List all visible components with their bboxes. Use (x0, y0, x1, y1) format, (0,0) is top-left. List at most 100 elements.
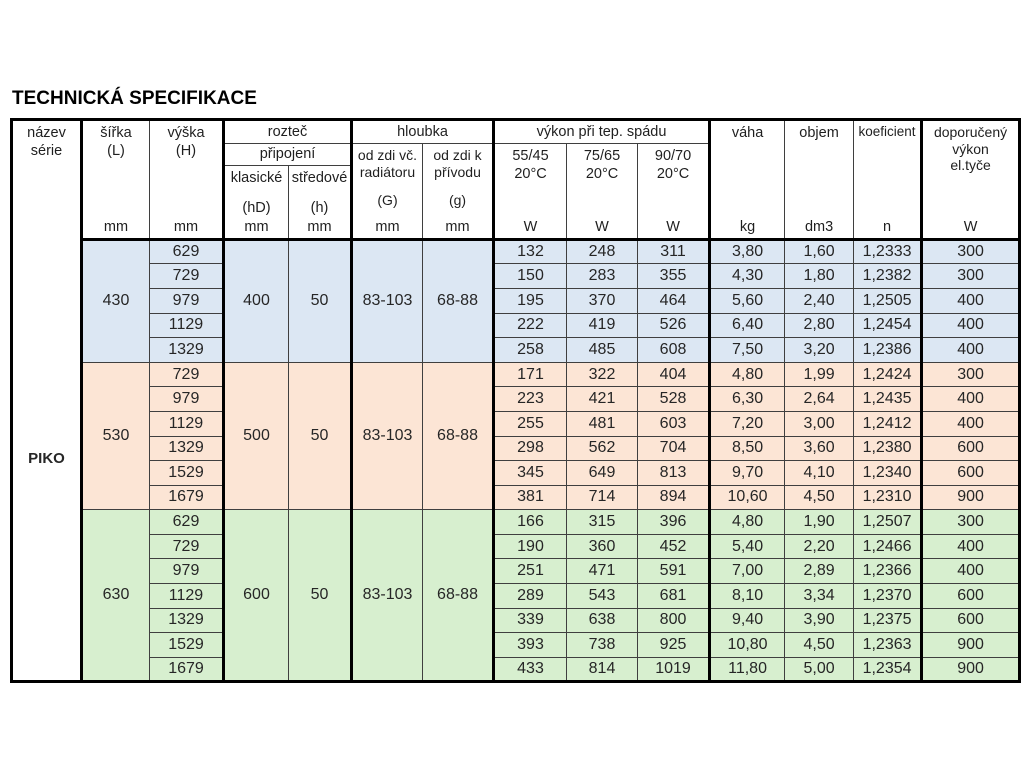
unit-cell-w75: W (566, 217, 639, 241)
cell-vaha: 10,80 (709, 632, 786, 658)
cell-el-vykon: 300 (921, 509, 1020, 535)
header-line: (H) (175, 143, 197, 160)
table-row: 1129 222 419 526 6,40 2,80 1,2454 400 (12, 313, 1020, 339)
cell-w90: 526 (637, 313, 712, 339)
group-header-hloubka: hloubka (351, 119, 496, 144)
cell-w90: 464 (637, 288, 712, 314)
table-row: PIKO 430 629 400 50 83-103 68-88 132 248… (11, 239, 1020, 682)
cell-vyska: 1679 (149, 485, 225, 511)
cell-vyska: 729 (149, 534, 225, 560)
cell-w75: 638 (566, 608, 639, 634)
header-line: 20°C (514, 166, 547, 183)
col-header-od-zdi-vc: od zdi vč. radiátoru (G) (351, 143, 423, 218)
cell-koeficient: 1,2412 (853, 411, 924, 437)
cell-w75: 562 (566, 436, 639, 462)
cell-w75: 481 (566, 411, 639, 437)
header-line: (h) (310, 200, 329, 217)
cell-el-vykon: 400 (921, 288, 1020, 314)
cell-vyska: 729 (149, 362, 225, 388)
cell-vaha: 7,20 (709, 411, 786, 437)
cell-w90: 894 (637, 485, 712, 511)
header-line: (hD) (242, 200, 271, 217)
header-line: klasické (230, 170, 283, 186)
cell-vyska: 979 (149, 288, 225, 314)
table-body: PIKO 430 629 400 50 83-103 68-88 132 248… (11, 239, 1020, 682)
cell-vyska: 1329 (149, 337, 225, 363)
cell-w55: 345 (493, 460, 568, 486)
group-header-roztec: rozteč (223, 119, 353, 144)
table-row: 1529 393 738 925 10,80 4,50 1,2363 900 (12, 632, 1020, 658)
cell-hloubka-g: 83-103 (351, 509, 423, 682)
unit-cell-klasicke: mm (223, 217, 289, 241)
cell-el-vykon: 400 (921, 558, 1020, 585)
cell-el-vykon: 900 (921, 632, 1020, 658)
cell-el-vykon: 600 (921, 608, 1020, 634)
table-header: název série šířka (L) výška (H) rozteč h… (11, 119, 1020, 241)
cell-el-vykon: 400 (921, 313, 1020, 339)
cell-el-vykon: 400 (921, 534, 1020, 560)
cell-el-vykon: 600 (921, 460, 1020, 486)
cell-vaha: 4,80 (709, 362, 786, 388)
table-row: 729 190 360 452 5,40 2,20 1,2466 400 (12, 534, 1020, 560)
cell-objem: 1,90 (784, 509, 855, 535)
cell-objem: 3,60 (784, 436, 855, 462)
cell-koeficient: 1,2424 (853, 362, 924, 388)
cell-vyska: 729 (149, 263, 225, 289)
cell-el-vykon: 300 (921, 263, 1020, 289)
table-row: 1529 345 649 813 9,70 4,10 1,2340 600 (12, 460, 1020, 486)
table-row: 1679 433 814 1019 11,80 5,00 1,2354 900 (12, 657, 1020, 682)
cell-w75: 283 (566, 263, 639, 289)
cell-w55: 433 (493, 657, 568, 682)
cell-hloubka-g2: 68-88 (422, 362, 496, 511)
col-header-objem: objem (784, 119, 855, 218)
header-line: (G) (377, 192, 398, 209)
cell-vaha: 11,80 (709, 657, 786, 682)
cell-objem: 4,50 (784, 485, 855, 511)
header-line: série (30, 143, 63, 160)
series-name-cell: PIKO (11, 239, 83, 682)
cell-hloubka-g: 83-103 (351, 362, 423, 511)
cell-w75: 543 (566, 583, 639, 609)
table-row: 1329 339 638 800 9,40 3,90 1,2375 600 (12, 608, 1020, 634)
cell-w90: 311 (637, 239, 712, 265)
cell-w55: 132 (493, 239, 568, 265)
unit-cell-vyska: mm (149, 217, 225, 241)
table-row: 1129 289 543 681 8,10 3,34 1,2370 600 (12, 583, 1020, 609)
unit-cell-g: mm (351, 217, 423, 241)
cell-vyska: 1129 (149, 583, 225, 609)
cell-w55: 166 (493, 509, 568, 535)
cell-vaha: 5,40 (709, 534, 786, 560)
cell-koeficient: 1,2310 (853, 485, 924, 511)
header-row-pripojeni: připojení od zdi vč. radiátoru (G) od zd… (12, 143, 1020, 218)
header-line: doporučený (933, 124, 1008, 140)
header-line: od zdi vč. (357, 147, 418, 163)
cell-w75: 471 (566, 558, 639, 585)
cell-vaha: 4,80 (709, 509, 786, 535)
header-row-units: mm mm mm mm mm mm W W W kg dm3 n W (12, 217, 1020, 241)
cell-koeficient: 1,2386 (853, 337, 924, 363)
header-line: 20°C (585, 166, 619, 183)
cell-koeficient: 1,2366 (853, 558, 924, 585)
cell-el-vykon: 300 (921, 362, 1020, 388)
cell-koeficient: 1,2454 (853, 313, 924, 339)
header-line: název (27, 125, 66, 141)
header-line: přívodu (434, 163, 481, 180)
cell-hloubka-g2: 68-88 (422, 509, 496, 682)
col-header-koeficient: koeficient (853, 119, 924, 218)
cell-w90: 800 (637, 608, 712, 634)
cell-koeficient: 1,2435 (853, 386, 924, 412)
cell-w75: 248 (566, 239, 639, 265)
col-header-od-zdi-k: od zdi k přívodu (g) (422, 143, 496, 218)
table-row: 979 195 370 464 5,60 2,40 1,2505 400 (12, 288, 1020, 314)
cell-w55: 339 (493, 608, 568, 634)
cell-hloubka-g2: 68-88 (422, 239, 496, 363)
unit-cell-w90: W (637, 217, 712, 241)
cell-w55: 171 (493, 362, 568, 388)
cell-vaha: 9,40 (709, 608, 786, 634)
cell-w55: 393 (493, 632, 568, 658)
group-header-vykon: výkon při tep. spádu (493, 119, 712, 144)
col-header-vyska: výška (H) (149, 119, 225, 218)
cell-w55: 150 (493, 263, 568, 289)
unit-cell-stredove: mm (288, 217, 353, 241)
